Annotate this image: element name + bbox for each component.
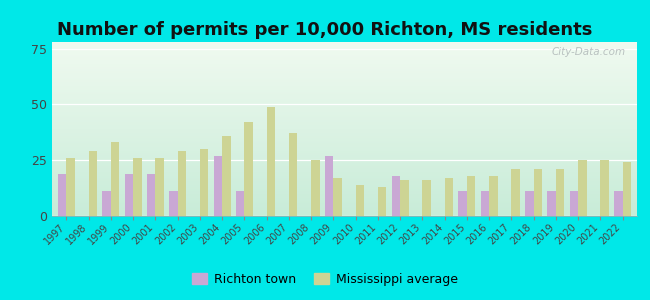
Bar: [569, 191, 578, 216]
Text: City-Data.com: City-Data.com: [551, 47, 625, 57]
Bar: [103, 191, 111, 216]
Bar: [480, 191, 489, 216]
Bar: [111, 142, 120, 216]
Bar: [177, 151, 186, 216]
Bar: [125, 174, 133, 216]
Bar: [311, 160, 320, 216]
Bar: [147, 174, 155, 216]
Bar: [200, 149, 209, 216]
Bar: [222, 136, 231, 216]
Bar: [325, 156, 333, 216]
Bar: [266, 107, 275, 216]
Bar: [601, 160, 609, 216]
Bar: [244, 122, 253, 216]
Bar: [333, 178, 342, 216]
Bar: [422, 180, 431, 216]
Bar: [556, 169, 564, 216]
Bar: [578, 160, 586, 216]
Bar: [489, 176, 497, 216]
Bar: [534, 169, 542, 216]
Bar: [155, 158, 164, 216]
Bar: [467, 176, 475, 216]
Bar: [614, 191, 623, 216]
Bar: [133, 158, 142, 216]
Bar: [512, 169, 520, 216]
Legend: Richton town, Mississippi average: Richton town, Mississippi average: [187, 268, 463, 291]
Bar: [623, 163, 631, 216]
Bar: [378, 187, 386, 216]
Bar: [400, 180, 409, 216]
Bar: [392, 176, 400, 216]
Bar: [88, 151, 97, 216]
Bar: [356, 185, 364, 216]
Text: Number of permits per 10,000 Richton, MS residents: Number of permits per 10,000 Richton, MS…: [57, 21, 593, 39]
Bar: [289, 134, 297, 216]
Bar: [66, 158, 75, 216]
Bar: [236, 191, 244, 216]
Bar: [169, 191, 177, 216]
Bar: [445, 178, 453, 216]
Bar: [458, 191, 467, 216]
Bar: [58, 174, 66, 216]
Bar: [547, 191, 556, 216]
Bar: [525, 191, 534, 216]
Bar: [214, 156, 222, 216]
